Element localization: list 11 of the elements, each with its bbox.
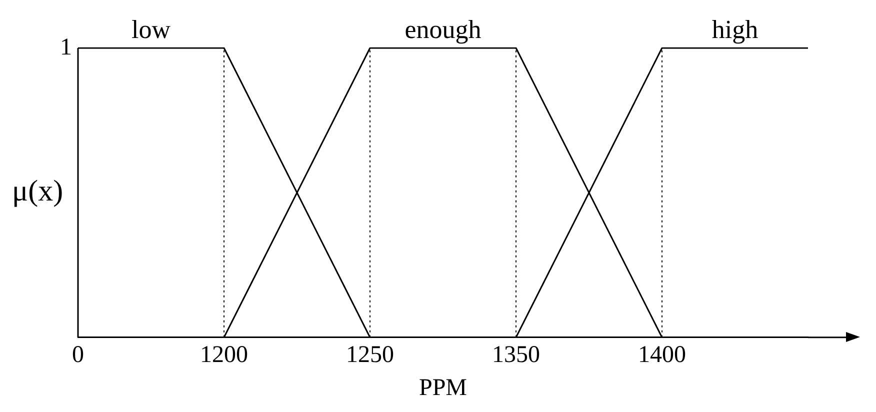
series-label: enough xyxy=(404,14,482,44)
x-tick-label: 1400 xyxy=(638,342,686,368)
x-axis-title: PPM xyxy=(418,374,468,401)
series-label: high xyxy=(712,14,758,44)
series-label: low xyxy=(132,14,171,44)
y-axis-title: μ(x) xyxy=(12,174,64,208)
x-tick-label: 1350 xyxy=(492,342,540,368)
x-tick-label: 1200 xyxy=(200,342,248,368)
text: 1 xyxy=(60,34,72,60)
x-tick-label: 1250 xyxy=(346,342,394,368)
x-tick-label: 0 xyxy=(72,342,84,368)
